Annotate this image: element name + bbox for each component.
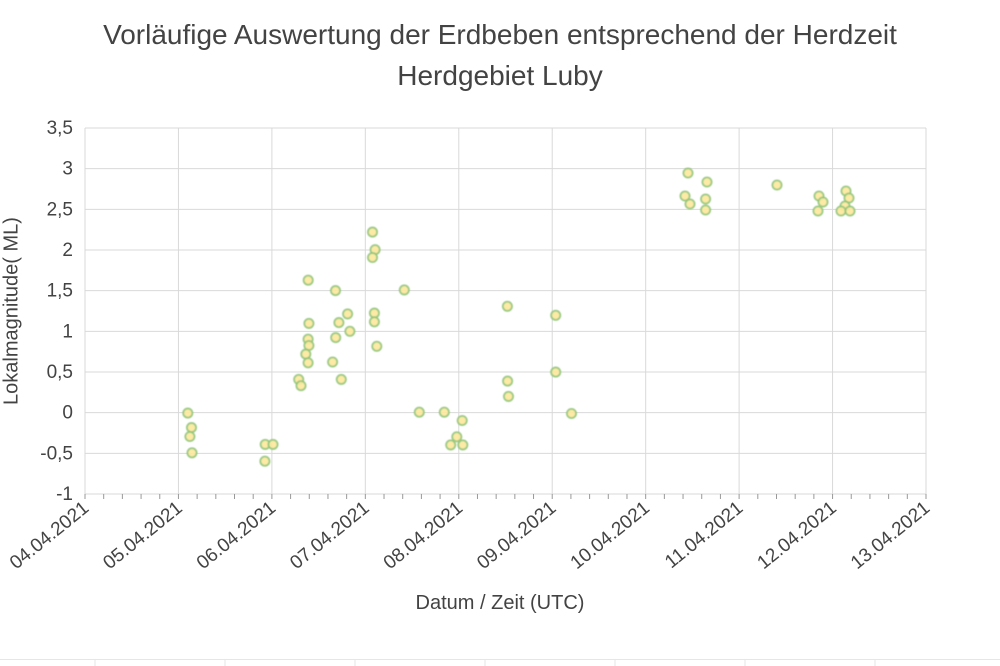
svg-text:1: 1 — [62, 321, 73, 342]
svg-text:08.04.2021: 08.04.2021 — [380, 498, 467, 574]
svg-text:11.04.2021: 11.04.2021 — [661, 498, 747, 573]
svg-text:05.04.2021: 05.04.2021 — [99, 498, 186, 574]
svg-text:1,5: 1,5 — [47, 281, 73, 302]
svg-text:0,5: 0,5 — [47, 362, 73, 383]
svg-text:-0,5: -0,5 — [40, 443, 73, 464]
svg-text:09.04.2021: 09.04.2021 — [473, 498, 560, 574]
svg-text:2: 2 — [62, 240, 73, 261]
svg-text:3,5: 3,5 — [47, 118, 73, 139]
svg-text:0: 0 — [62, 403, 73, 424]
svg-text:-1: -1 — [56, 484, 73, 505]
svg-text:06.04.2021: 06.04.2021 — [193, 498, 280, 574]
svg-text:3: 3 — [62, 159, 73, 180]
svg-text:07.04.2021: 07.04.2021 — [286, 498, 373, 574]
svg-text:2,5: 2,5 — [47, 199, 73, 220]
svg-text:13.04.2021: 13.04.2021 — [847, 498, 934, 574]
svg-text:10.04.2021: 10.04.2021 — [567, 498, 654, 574]
svg-text:12.04.2021: 12.04.2021 — [754, 498, 841, 574]
svg-text:04.04.2021: 04.04.2021 — [6, 498, 93, 574]
